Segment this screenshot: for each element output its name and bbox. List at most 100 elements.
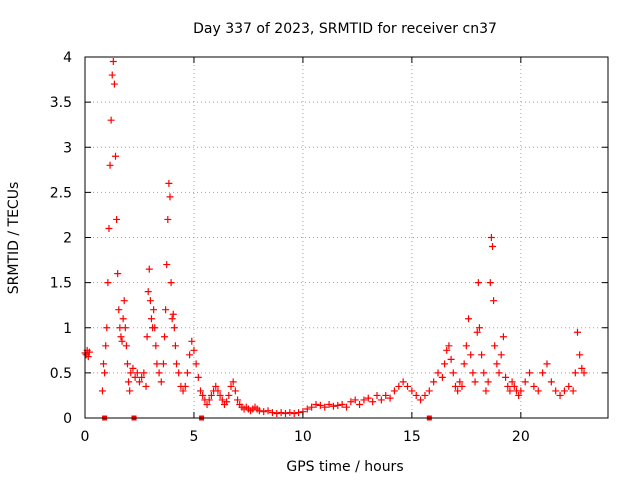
data-point — [443, 346, 451, 354]
data-point — [458, 382, 466, 390]
data-point — [119, 315, 127, 323]
data-point — [578, 364, 586, 372]
data-point — [123, 360, 131, 368]
data-point — [108, 71, 116, 79]
data-point — [277, 409, 285, 417]
data-point — [465, 315, 473, 323]
grid-lines — [85, 57, 608, 418]
data-point — [399, 378, 407, 386]
data-point — [173, 360, 181, 368]
data-point — [329, 402, 337, 410]
data-point — [273, 409, 281, 417]
data-point — [534, 387, 542, 395]
data-point — [150, 306, 158, 314]
data-point — [369, 398, 377, 406]
data-point — [105, 224, 113, 232]
data-point — [107, 116, 115, 124]
data-point — [454, 387, 462, 395]
data-point — [146, 297, 154, 305]
data-point — [169, 310, 177, 318]
data-point — [471, 378, 479, 386]
data-point — [303, 405, 311, 413]
data-point — [129, 364, 137, 372]
data-point — [188, 337, 196, 345]
data-point — [460, 360, 468, 368]
x-tick-labels: 0 5 10 15 20 — [81, 429, 530, 445]
data-point — [425, 387, 433, 395]
data-point — [395, 382, 403, 390]
data-point — [103, 324, 111, 332]
data-point — [101, 369, 109, 377]
data-point — [486, 279, 494, 287]
data-point — [386, 394, 394, 402]
x-axis-label: GPS time / hours — [286, 459, 403, 475]
data-point — [334, 401, 342, 409]
data-point — [170, 324, 178, 332]
data-point — [142, 382, 150, 390]
data-point — [286, 409, 294, 417]
y-tick-label: 4 — [63, 50, 72, 66]
data-point — [260, 408, 268, 416]
data-point — [417, 396, 425, 404]
data-point — [194, 373, 202, 381]
data-point — [412, 391, 420, 399]
data-point — [462, 342, 470, 350]
data-point — [576, 351, 584, 359]
data-point — [556, 391, 564, 399]
data-point — [125, 378, 133, 386]
data-point — [151, 324, 159, 332]
data-point — [166, 193, 174, 201]
data-point — [515, 391, 523, 399]
x-tick-label: 20 — [512, 429, 530, 445]
data-point — [126, 387, 134, 395]
data-point — [364, 394, 372, 402]
data-point — [487, 234, 495, 241]
data-point — [183, 369, 191, 377]
data-point — [547, 378, 555, 386]
data-point — [552, 387, 560, 395]
data-point — [493, 360, 501, 368]
y-tick-label: 2 — [63, 231, 72, 247]
data-point — [451, 382, 459, 390]
data-point — [580, 369, 588, 377]
data-point — [115, 306, 123, 314]
data-point — [231, 387, 239, 395]
data-point — [484, 378, 492, 386]
data-point — [456, 378, 464, 386]
data-point — [155, 369, 163, 377]
data-point — [321, 403, 329, 411]
data-point — [526, 369, 534, 377]
data-point — [312, 400, 320, 408]
data-point — [571, 369, 579, 377]
data-point — [445, 342, 453, 350]
data-point — [560, 387, 568, 395]
data-point — [145, 265, 153, 273]
y-tick-label: 2.5 — [50, 185, 72, 201]
data-point — [179, 387, 187, 395]
data-point — [102, 342, 110, 350]
data-point — [438, 373, 446, 381]
data-point — [573, 328, 581, 336]
data-point — [338, 400, 346, 408]
data-point — [168, 315, 176, 323]
data-point — [308, 403, 316, 411]
data-point — [495, 369, 503, 377]
data-markers — [81, 58, 588, 421]
data-point — [264, 407, 272, 415]
data-point — [109, 58, 117, 66]
data-point — [122, 342, 130, 350]
x-tick-label: 0 — [81, 429, 90, 445]
data-point — [504, 382, 512, 390]
data-point — [489, 243, 497, 251]
data-point — [106, 161, 114, 169]
data-point — [227, 382, 235, 390]
y-tick-label: 3.5 — [50, 95, 72, 111]
data-point — [121, 324, 129, 332]
data-point — [316, 401, 324, 409]
data-point — [181, 382, 189, 390]
data-point — [478, 351, 486, 359]
data-point — [390, 387, 398, 395]
data-point — [120, 297, 128, 305]
data-point — [167, 279, 175, 287]
data-point — [218, 396, 226, 404]
